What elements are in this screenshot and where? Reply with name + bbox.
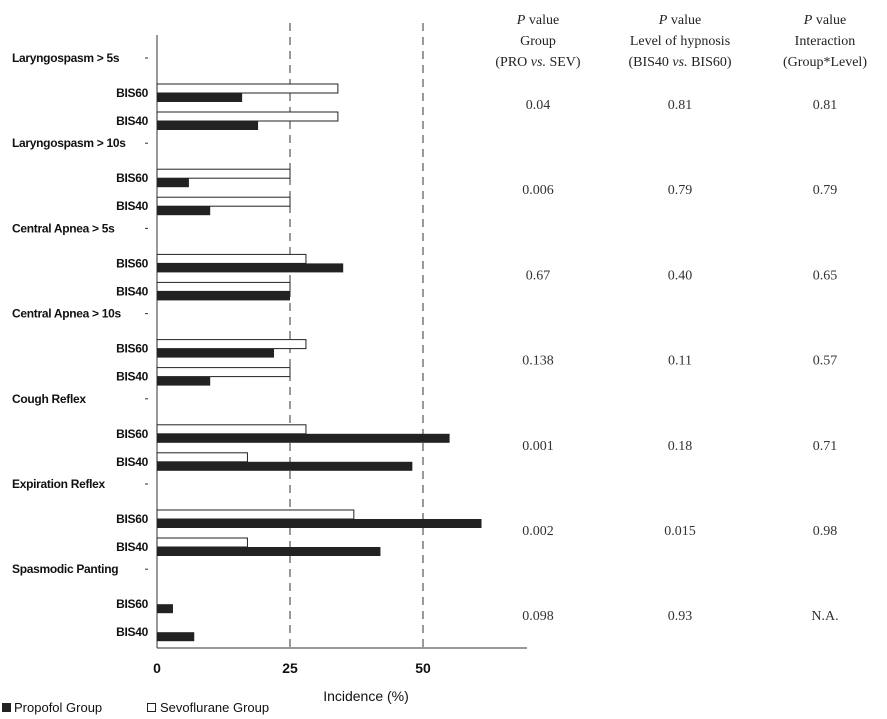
row-label-bis40: BIS40 [116,540,148,554]
bar-propofol [157,547,381,556]
gridlines [289,23,424,648]
bar-sevoflurane [156,537,248,548]
pvalue-table: P value Group (PRO vs. SEV) P value Level of… [495,13,867,624]
row-label-bis40: BIS40 [116,284,148,298]
bar-sevoflurane [156,111,339,122]
bar-sevoflurane [156,367,291,378]
table-cell: 0.79 [813,183,838,198]
table-cell: 0.57 [813,354,838,369]
bars [156,83,482,642]
category-labels: Laryngospasm > 5s BIS60 BIS40 Laryngospasm … [12,51,149,639]
x-axis-title: Incidence (%) [323,688,409,704]
row-label-bis40: BIS40 [116,455,148,469]
bar-propofol [157,263,344,273]
bar-sevoflurane [156,281,291,292]
table-header-line2: Level of hypnosis [630,34,730,49]
table-cell: 0.65 [813,268,838,283]
table-cell: 0.098 [522,609,554,624]
bar-propofol [157,461,413,471]
category-label: Central Apnea > 10s [12,307,122,321]
table-cell: N.A. [811,609,838,624]
bar-propofol [157,206,211,216]
table-cell: 0.81 [813,98,838,113]
bar-sevoflurane [156,83,339,94]
bar-sevoflurane [156,253,307,264]
table-header-line1: P value [516,13,559,28]
table-header-line2: Interaction [795,34,856,49]
table-cell: 0.04 [526,98,551,113]
table-header-line2: Group [520,34,556,49]
table-header-line1: P value [803,13,846,28]
table-header-line3: (PRO vs. SEV) [495,55,581,70]
row-label-bis40: BIS40 [116,199,148,213]
legend-swatch-sevoflurane [147,703,156,712]
table-header-line3: (BIS40 vs. BIS60) [628,55,731,70]
row-label-bis60: BIS60 [116,171,148,185]
row-label-bis40: BIS40 [116,114,148,128]
legend-label-propofol: Propofol Group [14,700,102,715]
row-label-bis40: BIS40 [116,370,148,384]
table-cell: 0.79 [668,183,693,198]
row-label-bis60: BIS60 [116,86,148,100]
bar-propofol [157,121,259,130]
category-label: Expiration Reflex [12,477,106,491]
row-label-bis60: BIS60 [116,256,148,270]
table-cell: 0.98 [813,524,838,539]
table-cell: 0.67 [526,268,551,283]
table-cell: 0.002 [522,524,554,539]
table-cell: 0.18 [668,439,693,454]
bar-propofol [157,291,290,301]
bar-sevoflurane [156,452,248,463]
row-label-bis60: BIS60 [116,512,148,526]
table-cell: 0.11 [668,354,692,369]
legend-swatch-propofol [2,703,11,712]
table-cell: 0.138 [522,354,554,369]
row-label-bis60: BIS60 [116,427,148,441]
bar-propofol [157,632,195,642]
bar-propofol [157,376,211,386]
row-label-bis40: BIS40 [116,625,148,639]
table-cell: 0.81 [668,98,693,113]
legend-label-sevoflurane: Sevoflurane Group [160,700,269,715]
category-label: Laryngospasm > 10s [12,136,126,150]
bar-propofol [157,433,450,443]
bar-propofol [157,604,173,614]
bar-propofol [157,93,243,102]
table-cell: 0.015 [664,524,696,539]
table-header-line1: P value [658,13,701,28]
table-cell: 0.006 [522,183,554,198]
bar-sevoflurane [156,424,307,435]
x-tick-label: 25 [282,660,298,676]
category-label: Spasmodic Panting [12,562,118,576]
table-cell: 0.93 [668,609,693,624]
bar-propofol [157,348,275,358]
bar-sevoflurane [156,339,307,350]
legend: Propofol Group Sevoflurane Group [2,700,269,715]
category-label: Laryngospasm > 5s [12,51,120,65]
bar-sevoflurane [156,168,291,179]
category-label: Cough Reflex [12,392,86,406]
x-tick-label: 50 [415,660,431,676]
table-cell: 0.40 [668,268,693,283]
bar-sevoflurane [156,509,355,520]
bar-propofol [157,178,189,188]
table-cell: 0.001 [522,439,554,454]
row-label-bis60: BIS60 [116,342,148,356]
table-cell: 0.71 [813,439,838,454]
row-label-bis60: BIS60 [116,597,148,611]
table-header-line3: (Group*Level) [783,55,867,70]
category-label: Central Apnea > 5s [12,221,115,235]
x-tick-label: 0 [153,660,161,676]
bar-propofol [157,519,482,528]
bar-sevoflurane [156,196,291,207]
